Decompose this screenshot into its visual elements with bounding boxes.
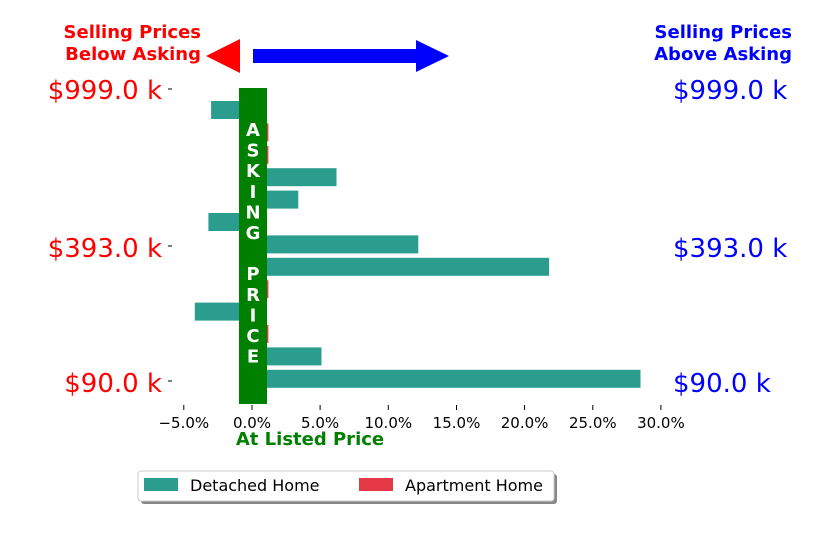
below-asking-line2: Below Asking (65, 44, 201, 65)
bar-detached-row-11 (252, 347, 322, 366)
legend-box (137, 470, 555, 502)
right-arrow-icon (253, 40, 449, 72)
x-tick-label-2: 5.0% (301, 414, 339, 432)
legend-label-apartment: Apartment Home (405, 476, 543, 495)
legend-swatch-apartment (359, 478, 393, 491)
asking-letter-3: I (250, 182, 257, 203)
bar-detached-row-7 (252, 257, 550, 276)
asking-price-band (239, 88, 267, 404)
above-asking-line1: Selling Prices (655, 22, 792, 43)
price-label-left-mid: $393.0 k (48, 234, 162, 264)
x-tick-label-7: 30.0% (637, 414, 685, 432)
x-tick-label-1: 0.0% (233, 414, 271, 432)
price-label-right-top: $999.0 k (673, 76, 787, 106)
x-tick-label-5: 20.0% (501, 414, 549, 432)
bar-detached-row-6 (252, 235, 419, 254)
asking-letter-7: P (246, 264, 259, 285)
asking-letter-5: G (246, 223, 261, 244)
asking-letter-10: C (246, 326, 259, 347)
x-tick-label-3: 10.0% (364, 414, 412, 432)
price-label-left-bottom: $90.0 k (64, 369, 162, 399)
at-listed-price-caption: At Listed Price (236, 429, 384, 450)
price-label-right-mid: $393.0 k (673, 234, 787, 264)
below-asking-line1: Selling Prices (64, 22, 201, 43)
asking-letter-4: N (245, 202, 260, 223)
asking-letter-1: S (247, 141, 260, 162)
legend: Detached Home Apartment Home (137, 470, 557, 504)
price-label-right-bottom: $90.0 k (673, 369, 771, 399)
bar-detached-row-12 (252, 369, 641, 388)
bar-detached-row-3 (252, 168, 337, 187)
legend-swatch-detached (144, 478, 178, 491)
x-tick-label-6: 25.0% (569, 414, 617, 432)
x-axis: −5.0% 0.0% 5.0% 10.0% 15.0% 20.0% 25.0% 30.0% (158, 405, 685, 432)
asking-letter-0: A (246, 120, 260, 141)
above-asking-line2: Above Asking (654, 44, 792, 65)
asking-letter-2: K (246, 161, 261, 182)
left-arrow-icon (206, 39, 240, 73)
legend-label-detached: Detached Home (190, 476, 320, 495)
x-tick-label-4: 15.0% (433, 414, 481, 432)
asking-letter-9: I (250, 305, 257, 326)
bar-detached-row-9 (194, 302, 252, 321)
asking-letter-11: E (247, 347, 259, 368)
x-tick-label-0: −5.0% (158, 414, 209, 432)
price-label-left-top: $999.0 k (48, 76, 162, 106)
asking-letter-8: R (246, 285, 260, 306)
